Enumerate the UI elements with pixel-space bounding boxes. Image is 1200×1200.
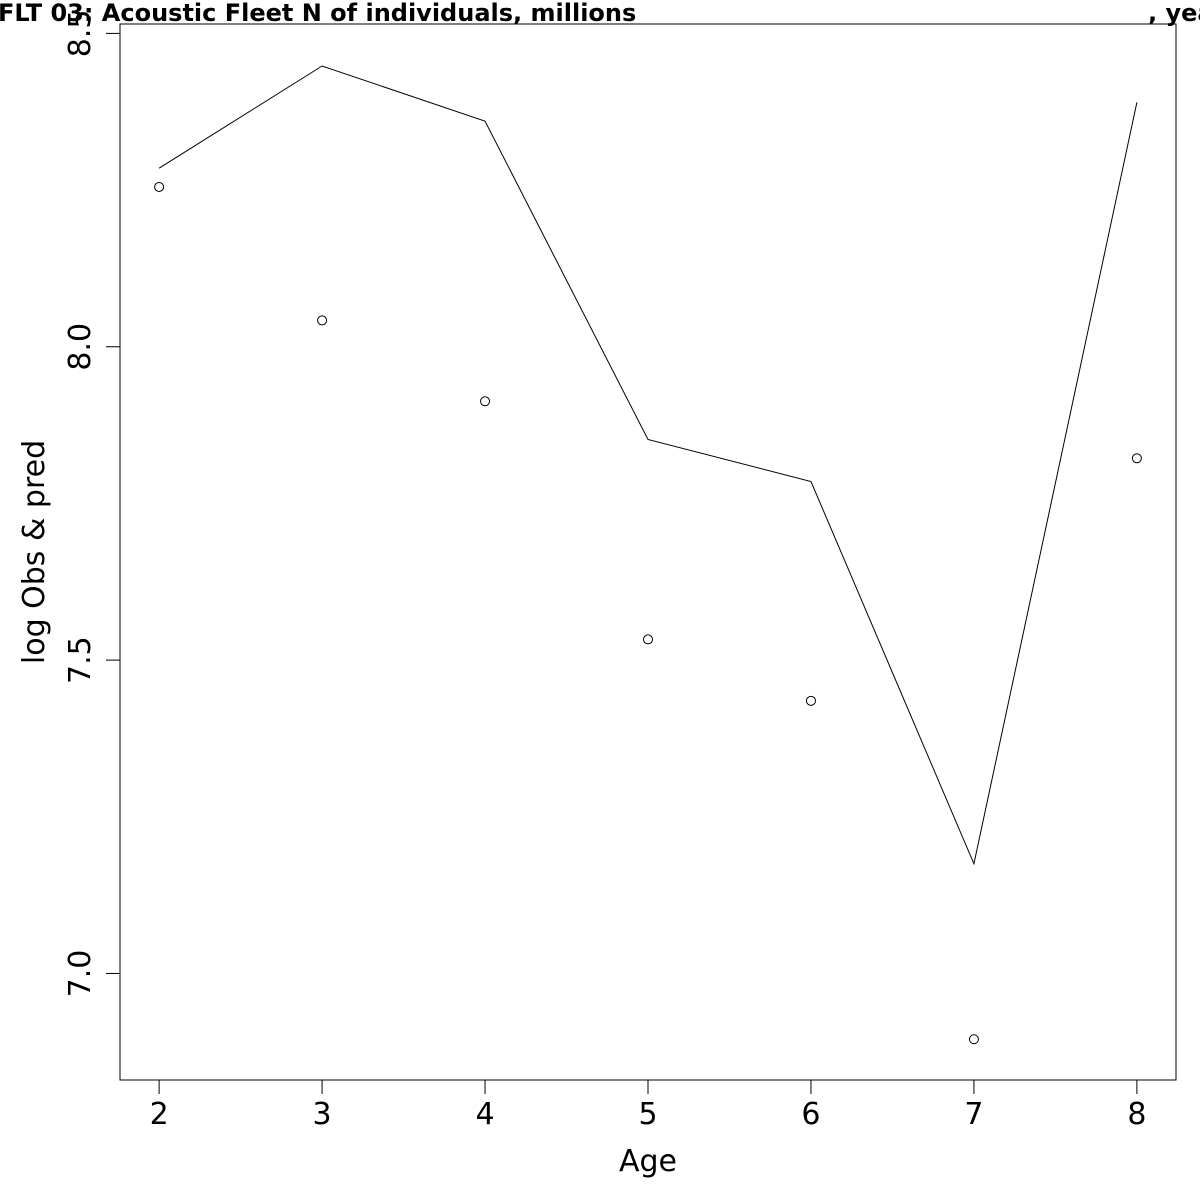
observed-point bbox=[643, 634, 653, 645]
observed-point bbox=[968, 1034, 979, 1045]
chart-title: FLT 03: Acoustic Fleet N of individuals,… bbox=[0, 0, 636, 27]
y-axis-label: log Obs & pred bbox=[17, 440, 52, 664]
x-tick-label: 7 bbox=[964, 1097, 983, 1132]
x-tick-label: 8 bbox=[1127, 1097, 1146, 1132]
predicted-line bbox=[158, 65, 1138, 866]
series-layer bbox=[154, 65, 1142, 1045]
observed-point bbox=[805, 695, 816, 706]
y-tick-label: 8.5 bbox=[63, 10, 98, 58]
y-tick-label: 8.0 bbox=[63, 323, 98, 371]
y-tick-label: 7.0 bbox=[63, 950, 98, 998]
observed-point bbox=[154, 181, 165, 192]
chart-title-right: , yea bbox=[1148, 0, 1200, 27]
observed-point bbox=[1131, 453, 1142, 464]
x-tick-label: 6 bbox=[801, 1097, 820, 1132]
x-tick-label: 5 bbox=[638, 1097, 657, 1132]
observed-point bbox=[480, 396, 491, 407]
y-tick-label: 7.5 bbox=[63, 636, 98, 684]
x-axis: 2 3 4 5 6 7 8 bbox=[150, 1079, 1146, 1132]
observed-point bbox=[317, 315, 328, 326]
x-axis-label: Age bbox=[619, 1144, 677, 1179]
x-tick-label: 4 bbox=[475, 1097, 494, 1132]
x-tick-label: 2 bbox=[150, 1097, 169, 1132]
x-tick-label: 3 bbox=[313, 1097, 332, 1132]
y-axis: 7.0 7.5 8.0 8.5 bbox=[63, 10, 121, 998]
plot-frame bbox=[119, 23, 1177, 1081]
